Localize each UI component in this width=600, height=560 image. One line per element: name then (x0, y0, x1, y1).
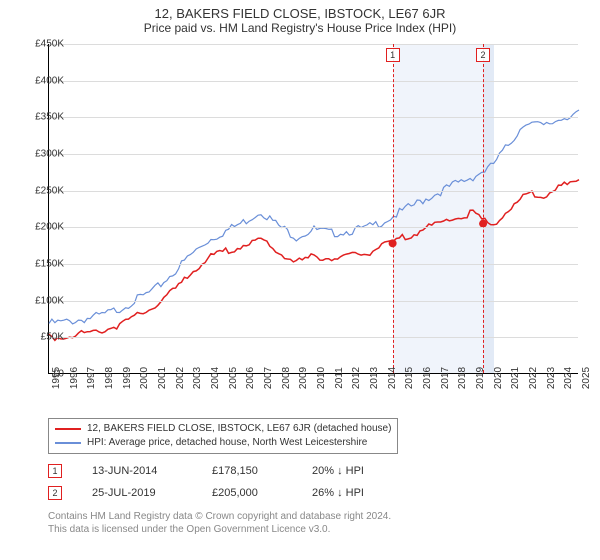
y-axis-label: £250K (24, 185, 64, 196)
footer-line: Contains HM Land Registry data © Crown c… (48, 510, 391, 523)
chart-title: 12, BAKERS FIELD CLOSE, IBSTOCK, LE67 6J… (0, 0, 600, 21)
sale-delta: 26% ↓ HPI (312, 487, 402, 499)
gridline (49, 81, 578, 82)
gridline (49, 337, 578, 338)
chart-svg (49, 44, 579, 374)
x-axis-label: 2017 (440, 367, 451, 389)
gridline (49, 117, 578, 118)
gridline (49, 191, 578, 192)
x-axis-label: 1998 (104, 367, 115, 389)
x-axis-label: 2020 (493, 367, 504, 389)
footer-attribution: Contains HM Land Registry data © Crown c… (48, 510, 391, 536)
x-axis-label: 1997 (86, 367, 97, 389)
y-axis-label: £200K (24, 222, 64, 233)
x-axis-label: 2011 (334, 367, 345, 389)
legend-box: 12, BAKERS FIELD CLOSE, IBSTOCK, LE67 6J… (48, 418, 398, 454)
x-axis-label: 2009 (298, 367, 309, 389)
y-axis-label: £100K (24, 295, 64, 306)
event-dashline (483, 44, 484, 373)
x-axis-label: 2001 (157, 367, 168, 389)
x-axis-label: 2022 (528, 367, 539, 389)
x-axis-label: 2019 (475, 367, 486, 389)
x-axis-label: 2018 (457, 367, 468, 389)
x-axis-label: 2006 (245, 367, 256, 389)
chart-subtitle: Price paid vs. HM Land Registry's House … (0, 21, 600, 39)
sale-date: 13-JUN-2014 (92, 465, 182, 477)
y-axis-label: £450K (24, 39, 64, 50)
event-dashline (393, 44, 394, 373)
x-axis-label: 2024 (563, 367, 574, 389)
gridline (49, 154, 578, 155)
footer-line: This data is licensed under the Open Gov… (48, 523, 391, 536)
y-axis-label: £300K (24, 149, 64, 160)
series-line (49, 180, 579, 341)
x-axis-label: 2002 (175, 367, 186, 389)
x-axis-label: 1999 (122, 367, 133, 389)
x-axis-label: 2015 (404, 367, 415, 389)
sale-index-box: 1 (48, 464, 62, 478)
gridline (49, 44, 578, 45)
y-axis-label: £50K (24, 332, 64, 343)
x-axis-label: 2004 (210, 367, 221, 389)
x-axis-label: 2007 (263, 367, 274, 389)
sale-date: 25-JUL-2019 (92, 487, 182, 499)
x-axis-label: 2021 (510, 367, 521, 389)
sale-row: 1 13-JUN-2014 £178,150 20% ↓ HPI (48, 460, 402, 482)
legend-item: HPI: Average price, detached house, Nort… (55, 436, 391, 450)
x-axis-label: 2005 (228, 367, 239, 389)
series-line (49, 110, 579, 324)
chart-plot-area: 12 (48, 44, 578, 374)
x-axis-label: 2012 (351, 367, 362, 389)
legend-label: HPI: Average price, detached house, Nort… (87, 436, 367, 450)
sales-table: 1 13-JUN-2014 £178,150 20% ↓ HPI 2 25-JUL-201… (48, 460, 402, 504)
x-axis-label: 1995 (51, 367, 62, 389)
x-axis-label: 2008 (281, 367, 292, 389)
x-axis-label: 2000 (139, 367, 150, 389)
y-axis-label: £350K (24, 112, 64, 123)
sale-price: £178,150 (212, 465, 282, 477)
legend-label: 12, BAKERS FIELD CLOSE, IBSTOCK, LE67 6J… (87, 422, 391, 436)
x-axis-label: 2016 (422, 367, 433, 389)
gridline (49, 301, 578, 302)
event-index-box: 2 (476, 48, 490, 62)
gridline (49, 227, 578, 228)
y-axis-label: £400K (24, 75, 64, 86)
event-index-box: 1 (386, 48, 400, 62)
x-axis-label: 2025 (581, 367, 592, 389)
sale-delta: 20% ↓ HPI (312, 465, 402, 477)
x-axis-label: 2013 (369, 367, 380, 389)
x-axis-label: 2010 (316, 367, 327, 389)
x-axis-label: 2023 (546, 367, 557, 389)
sale-price: £205,000 (212, 487, 282, 499)
legend-swatch (55, 428, 81, 430)
x-axis-label: 2003 (192, 367, 203, 389)
sale-index-box: 2 (48, 486, 62, 500)
legend-swatch (55, 442, 81, 444)
y-axis-label: £150K (24, 259, 64, 270)
gridline (49, 264, 578, 265)
x-axis-label: 1996 (69, 367, 80, 389)
sale-row: 2 25-JUL-2019 £205,000 26% ↓ HPI (48, 482, 402, 504)
legend-item: 12, BAKERS FIELD CLOSE, IBSTOCK, LE67 6J… (55, 422, 391, 436)
x-axis-label: 2014 (387, 367, 398, 389)
chart-container: 12, BAKERS FIELD CLOSE, IBSTOCK, LE67 6J… (0, 0, 600, 560)
